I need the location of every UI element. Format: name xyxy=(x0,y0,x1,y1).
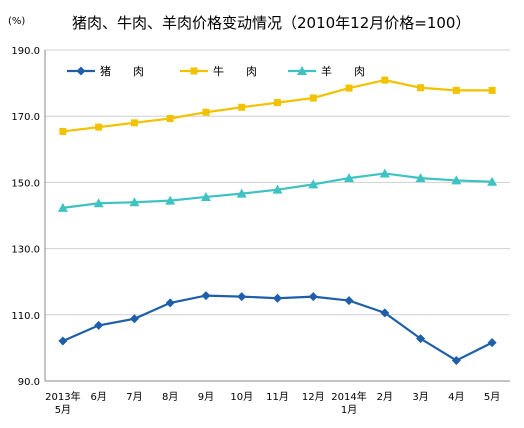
y-tick-label: 110.0 xyxy=(11,311,40,322)
data-point xyxy=(487,338,497,348)
data-point xyxy=(165,195,176,205)
x-tick-label: 2014年 1月 xyxy=(331,390,366,416)
data-point xyxy=(200,191,211,201)
data-point xyxy=(416,334,426,344)
gridlines xyxy=(45,49,510,316)
data-point xyxy=(129,314,139,324)
data-point xyxy=(309,94,317,102)
data-point xyxy=(451,175,462,185)
x-tick-label: 9月 xyxy=(198,391,214,403)
y-tick-label: 170.0 xyxy=(11,112,40,123)
x-tick-label: 2013年 5月 xyxy=(45,390,80,416)
data-point xyxy=(129,197,140,207)
x-tick-label: 10月 xyxy=(230,391,253,403)
legend-label: 猪 肉 xyxy=(100,65,144,78)
data-point xyxy=(59,127,67,135)
series-line xyxy=(62,294,493,362)
x-tick-label: 2月 xyxy=(377,391,393,403)
x-tick-label: 5月 xyxy=(484,391,500,403)
data-point xyxy=(451,355,461,365)
legend-item: 牛 肉 xyxy=(180,64,257,78)
legend-label: 牛 肉 xyxy=(213,64,257,78)
x-tick-label: 12月 xyxy=(302,391,325,403)
y-tick-label: 150.0 xyxy=(11,178,40,189)
legend: 猪 肉牛 肉羊 肉 xyxy=(67,64,365,78)
axes xyxy=(44,50,510,382)
data-point xyxy=(452,86,460,94)
data-point xyxy=(272,184,283,194)
legend-swatch-marker xyxy=(76,66,86,76)
data-point xyxy=(381,76,389,84)
data-point xyxy=(344,296,354,306)
legend-item: 羊 肉 xyxy=(288,64,365,78)
x-tick-label: 7月 xyxy=(126,391,142,403)
data-point xyxy=(94,320,104,330)
series-3 xyxy=(57,168,498,212)
legend-swatch-marker xyxy=(190,67,198,75)
y-unit-label: (%) xyxy=(8,16,25,27)
y-tick-label: 190.0 xyxy=(11,46,40,57)
y-tick-labels: 90.0 110.0 130.0 150.0 170.0 190.0 xyxy=(11,46,40,388)
data-point xyxy=(488,86,496,94)
data-point xyxy=(273,293,282,303)
data-point xyxy=(166,115,174,123)
data-point xyxy=(417,84,425,92)
data-point xyxy=(165,298,175,308)
data-point xyxy=(130,119,138,127)
x-tick-label: 4月 xyxy=(448,391,464,403)
legend-item: 猪 肉 xyxy=(67,65,144,78)
series xyxy=(57,76,498,365)
data-point xyxy=(308,292,318,302)
data-point xyxy=(236,188,247,198)
legend-swatch-marker xyxy=(297,66,307,75)
y-tick-label: 90.0 xyxy=(18,377,40,388)
legend-label: 羊 肉 xyxy=(321,64,365,78)
data-point xyxy=(345,84,353,92)
data-point xyxy=(95,123,103,131)
data-point xyxy=(93,198,104,208)
data-point xyxy=(415,173,426,183)
data-point xyxy=(202,108,210,116)
data-point xyxy=(238,103,246,111)
data-point xyxy=(308,179,319,189)
data-point xyxy=(274,99,281,107)
chart-title: 猪肉、牛肉、羊肉价格变动情况（2010年12月价格=100） xyxy=(72,14,470,32)
data-point xyxy=(58,336,68,346)
x-tick-label: 8月 xyxy=(162,391,178,403)
data-point xyxy=(57,202,68,212)
data-point xyxy=(201,291,211,301)
data-point xyxy=(379,168,390,178)
series-1 xyxy=(58,291,497,365)
data-point xyxy=(487,176,498,186)
x-tick-label: 11月 xyxy=(266,391,289,403)
data-point xyxy=(344,173,355,183)
data-point xyxy=(380,308,390,318)
x-tick-label: 6月 xyxy=(90,391,106,403)
x-tick-label: 3月 xyxy=(412,391,428,403)
series-2 xyxy=(59,76,496,135)
y-tick-label: 130.0 xyxy=(11,245,40,256)
x-tick-labels: 2013年 5月 6月 7月 8月 9月 10月 11月 12月 2014年 1月 2月 3月 4月 5月 xyxy=(45,390,500,416)
data-point xyxy=(237,292,247,302)
